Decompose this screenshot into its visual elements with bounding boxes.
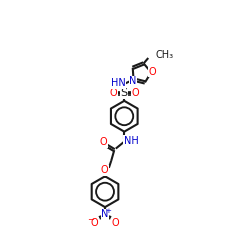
Text: −: − [87,215,94,224]
Text: O: O [110,88,117,98]
Text: CH₃: CH₃ [155,50,173,60]
Text: HN: HN [111,78,126,88]
Text: O: O [112,218,120,228]
Text: O: O [149,67,156,77]
Text: O: O [131,88,139,98]
Text: O: O [100,165,108,175]
Text: N: N [101,209,109,219]
Text: O: O [100,138,107,147]
Text: O: O [90,218,98,228]
Text: S: S [121,88,128,98]
Text: NH: NH [124,136,138,146]
Text: N: N [129,76,136,86]
Text: +: + [105,208,111,214]
